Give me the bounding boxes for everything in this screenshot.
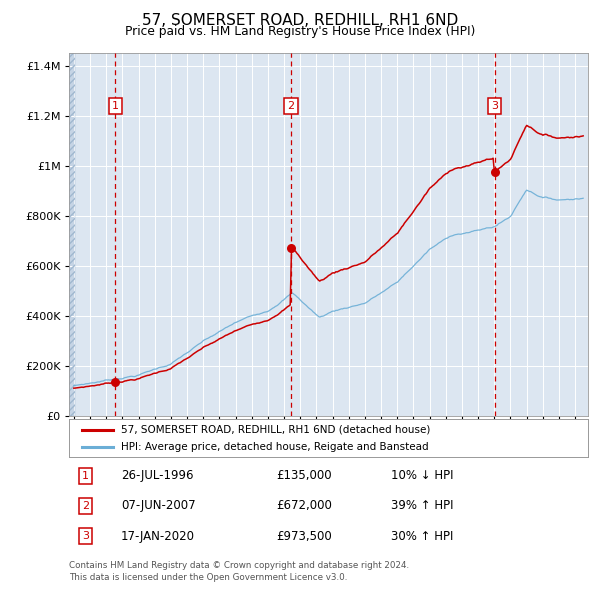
Text: 30% ↑ HPI: 30% ↑ HPI xyxy=(391,530,453,543)
Text: 17-JAN-2020: 17-JAN-2020 xyxy=(121,530,195,543)
Bar xyxy=(69,53,75,416)
Text: 1: 1 xyxy=(82,471,89,481)
Text: £973,500: £973,500 xyxy=(277,530,332,543)
Text: HPI: Average price, detached house, Reigate and Banstead: HPI: Average price, detached house, Reig… xyxy=(121,442,428,453)
Text: 39% ↑ HPI: 39% ↑ HPI xyxy=(391,499,453,513)
Text: 2: 2 xyxy=(82,501,89,511)
Text: Price paid vs. HM Land Registry's House Price Index (HPI): Price paid vs. HM Land Registry's House … xyxy=(125,25,475,38)
Text: 57, SOMERSET ROAD, REDHILL, RH1 6ND: 57, SOMERSET ROAD, REDHILL, RH1 6ND xyxy=(142,13,458,28)
Text: 3: 3 xyxy=(82,531,89,541)
Text: 3: 3 xyxy=(491,101,499,111)
Text: 26-JUL-1996: 26-JUL-1996 xyxy=(121,469,193,482)
Text: 07-JUN-2007: 07-JUN-2007 xyxy=(121,499,196,513)
Text: 1: 1 xyxy=(112,101,119,111)
Text: 2: 2 xyxy=(287,101,295,111)
Bar xyxy=(69,53,75,416)
Text: 10% ↓ HPI: 10% ↓ HPI xyxy=(391,469,453,482)
Text: £672,000: £672,000 xyxy=(277,499,332,513)
Text: Contains HM Land Registry data © Crown copyright and database right 2024.
This d: Contains HM Land Registry data © Crown c… xyxy=(69,560,409,582)
Text: 57, SOMERSET ROAD, REDHILL, RH1 6ND (detached house): 57, SOMERSET ROAD, REDHILL, RH1 6ND (det… xyxy=(121,425,430,435)
Text: £135,000: £135,000 xyxy=(277,469,332,482)
